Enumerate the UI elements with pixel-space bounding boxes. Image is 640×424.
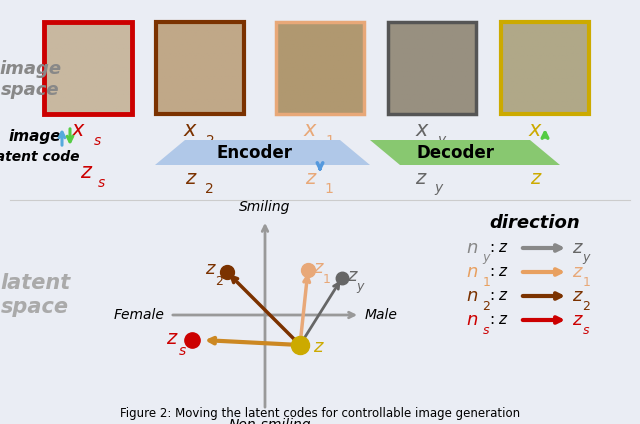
Polygon shape xyxy=(155,140,370,165)
Text: $\mathbf{\mathit{z}}$: $\mathbf{\mathit{z}}$ xyxy=(186,168,198,187)
Text: $\mathbf{\mathit{z}}$: $\mathbf{\mathit{z}}$ xyxy=(572,287,584,305)
Text: $\mathbf{\mathit{s}}$: $\mathbf{\mathit{s}}$ xyxy=(97,176,106,190)
Text: $\mathbf{\mathit{z}}$: $\mathbf{\mathit{z}}$ xyxy=(313,338,325,356)
Text: $\mathbf{\mathit{z}}$: $\mathbf{\mathit{z}}$ xyxy=(531,168,543,187)
Text: $\mathbf{\mathit{x}}$: $\mathbf{\mathit{x}}$ xyxy=(303,120,318,140)
Text: $\mathbf{\mathit{x}}$: $\mathbf{\mathit{x}}$ xyxy=(71,120,86,140)
Text: $\mathbf{\mathit{2}}$: $\mathbf{\mathit{2}}$ xyxy=(215,275,223,288)
Text: $\mathbf{\mathit{z}}$: $\mathbf{\mathit{z}}$ xyxy=(572,239,584,257)
Text: $\mathbf{\mathit{z}}$: $\mathbf{\mathit{z}}$ xyxy=(313,259,325,277)
Text: $\mathbf{\mathit{y}}$: $\mathbf{\mathit{y}}$ xyxy=(582,252,592,266)
Polygon shape xyxy=(370,140,560,165)
Text: $\mathbf{\mathit{z}}$: $\mathbf{\mathit{z}}$ xyxy=(415,168,428,187)
Text: $\mathbf{\mathit{s}}$: $\mathbf{\mathit{s}}$ xyxy=(178,344,187,358)
Text: $: \mathit{z}$: $: \mathit{z}$ xyxy=(487,312,508,327)
Text: Figure 2: Moving the latent codes for controllable image generation: Figure 2: Moving the latent codes for co… xyxy=(120,407,520,421)
Text: $: \mathit{z}$: $: \mathit{z}$ xyxy=(487,265,508,279)
Text: $\mathbf{\mathit{s}}$: $\mathbf{\mathit{s}}$ xyxy=(93,134,102,148)
Text: latent
space: latent space xyxy=(0,273,70,318)
Text: $\mathbf{\mathit{y}}$: $\mathbf{\mathit{y}}$ xyxy=(356,281,366,295)
Text: image
space: image space xyxy=(0,60,61,99)
Text: $\mathbf{\mathit{y}}$: $\mathbf{\mathit{y}}$ xyxy=(434,182,445,197)
Text: $\mathbf{\mathit{1}}$: $\mathbf{\mathit{1}}$ xyxy=(482,276,491,289)
Text: Decoder: Decoder xyxy=(416,144,494,162)
Text: $\mathbf{\mathit{2}}$: $\mathbf{\mathit{2}}$ xyxy=(482,300,491,313)
Text: latent code: latent code xyxy=(0,150,79,164)
Text: $\mathbf{\mathit{x}}$: $\mathbf{\mathit{x}}$ xyxy=(528,120,543,140)
Text: $\mathbf{\mathit{s}}$: $\mathbf{\mathit{s}}$ xyxy=(582,324,590,337)
Text: $\mathbf{\mathit{x}}$: $\mathbf{\mathit{x}}$ xyxy=(415,120,430,140)
Text: $\mathbf{\mathit{1}}$: $\mathbf{\mathit{1}}$ xyxy=(325,134,335,148)
Text: $\mathbf{\mathit{n}}$: $\mathbf{\mathit{n}}$ xyxy=(466,311,478,329)
Text: Female: Female xyxy=(114,308,165,322)
Text: $\mathbf{\mathit{n}}$: $\mathbf{\mathit{n}}$ xyxy=(466,287,478,305)
Text: Male: Male xyxy=(365,308,398,322)
Text: $: \mathit{z}$: $: \mathit{z}$ xyxy=(487,240,508,256)
Text: $\mathbf{\mathit{z}}$: $\mathbf{\mathit{z}}$ xyxy=(205,260,217,278)
Text: $\mathbf{\mathit{2}}$: $\mathbf{\mathit{2}}$ xyxy=(204,182,213,196)
Text: $\mathbf{\mathit{s}}$: $\mathbf{\mathit{s}}$ xyxy=(482,324,490,337)
Text: $\mathbf{\mathit{2}}$: $\mathbf{\mathit{2}}$ xyxy=(205,134,214,148)
Text: $\mathbf{\mathit{z}}$: $\mathbf{\mathit{z}}$ xyxy=(347,267,359,285)
Text: Encoder: Encoder xyxy=(217,144,293,162)
Text: $\mathbf{\mathit{z}}$: $\mathbf{\mathit{z}}$ xyxy=(166,329,179,348)
Text: $\mathbf{\mathit{x}}$: $\mathbf{\mathit{x}}$ xyxy=(183,120,198,140)
Text: direction: direction xyxy=(490,214,580,232)
Text: $\mathbf{\mathit{z}}$: $\mathbf{\mathit{z}}$ xyxy=(79,162,93,182)
Text: $\mathbf{\mathit{y}}$: $\mathbf{\mathit{y}}$ xyxy=(437,134,448,149)
Text: $\mathbf{\mathit{z}}$: $\mathbf{\mathit{z}}$ xyxy=(572,311,584,329)
Text: $\mathbf{\mathit{2}}$: $\mathbf{\mathit{2}}$ xyxy=(582,300,591,313)
Text: $\mathbf{\mathit{n}}$: $\mathbf{\mathit{n}}$ xyxy=(466,239,478,257)
Text: $\mathbf{\mathit{z}}$: $\mathbf{\mathit{z}}$ xyxy=(305,168,318,187)
Text: $\mathbf{\mathit{1}}$: $\mathbf{\mathit{1}}$ xyxy=(582,276,591,289)
Text: $\mathbf{\mathit{y}}$: $\mathbf{\mathit{y}}$ xyxy=(482,252,492,266)
Text: $: \mathit{z}$: $: \mathit{z}$ xyxy=(487,288,508,304)
Text: Non-smiling: Non-smiling xyxy=(228,418,311,424)
Text: Smiling: Smiling xyxy=(239,200,291,214)
Text: image: image xyxy=(9,128,61,143)
Text: $\mathbf{\mathit{z}}$: $\mathbf{\mathit{z}}$ xyxy=(572,263,584,281)
Text: $\mathbf{\mathit{n}}$: $\mathbf{\mathit{n}}$ xyxy=(466,263,478,281)
Text: $\mathbf{\mathit{1}}$: $\mathbf{\mathit{1}}$ xyxy=(324,182,333,196)
Text: $\mathbf{\mathit{1}}$: $\mathbf{\mathit{1}}$ xyxy=(322,273,331,286)
